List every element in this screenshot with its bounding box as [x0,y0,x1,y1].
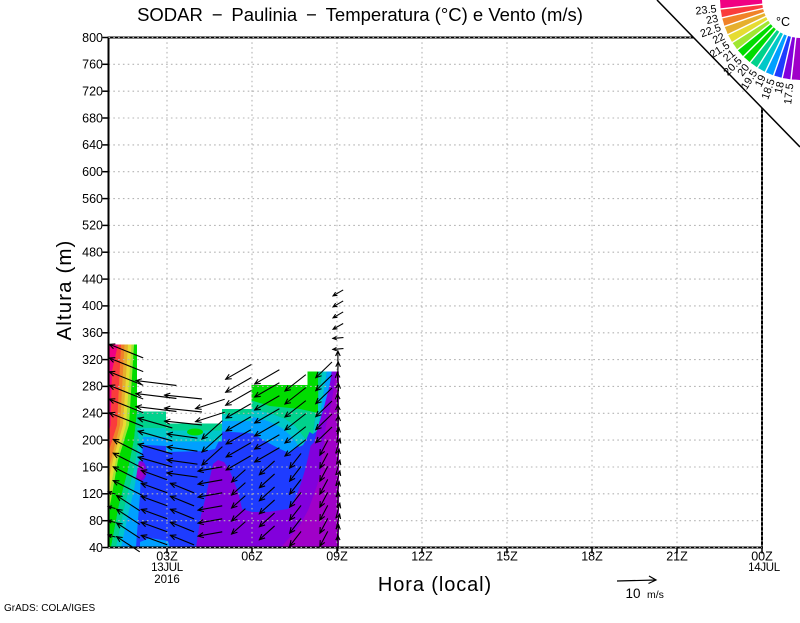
svg-text:640: 640 [82,138,103,152]
svg-text:°C: °C [776,15,790,29]
svg-text:240: 240 [82,407,103,421]
svg-text:m/s: m/s [647,589,664,601]
svg-text:200: 200 [82,433,103,447]
svg-text:SODAR − Paulinia − Tempera: SODAR − Paulinia − Temperatura (°C) e Ve… [137,4,583,25]
svg-text:00Z: 00Z [751,550,773,564]
svg-text:06Z: 06Z [241,550,263,564]
svg-text:720: 720 [82,85,103,99]
svg-text:680: 680 [82,111,103,125]
svg-text:23.5: 23.5 [695,3,717,17]
svg-text:Altura (m): Altura (m) [53,240,76,341]
svg-text:14JUL: 14JUL [748,562,781,574]
svg-text:600: 600 [82,165,103,179]
svg-text:13JUL: 13JUL [151,562,184,574]
svg-text:760: 760 [82,58,103,72]
svg-text:360: 360 [82,326,103,340]
svg-text:21Z: 21Z [666,550,688,564]
svg-text:12Z: 12Z [411,550,433,564]
svg-text:GrADS: COLA/IGES: GrADS: COLA/IGES [4,603,95,614]
svg-text:09Z: 09Z [326,550,348,564]
svg-text:320: 320 [82,353,103,367]
svg-text:400: 400 [82,299,103,313]
svg-text:280: 280 [82,380,103,394]
svg-text:520: 520 [82,219,103,233]
svg-text:800: 800 [82,31,103,45]
svg-text:40: 40 [89,541,103,555]
svg-text:17.5: 17.5 [782,83,796,105]
svg-text:15Z: 15Z [496,550,518,564]
svg-text:22: 22 [711,31,727,47]
svg-text:160: 160 [82,460,103,474]
svg-text:21: 21 [721,48,738,65]
svg-text:440: 440 [82,272,103,286]
svg-text:23: 23 [705,13,719,27]
svg-text:10: 10 [625,586,640,601]
svg-text:480: 480 [82,246,103,260]
svg-text:560: 560 [82,192,103,206]
svg-text:18: 18 [773,81,787,95]
svg-text:80: 80 [89,514,103,528]
svg-text:19: 19 [753,73,769,89]
svg-text:2016: 2016 [154,574,180,586]
svg-text:20: 20 [735,62,752,79]
svg-text:03Z: 03Z [156,550,178,564]
svg-text:Hora (local): Hora (local) [378,574,492,596]
svg-text:18Z: 18Z [581,550,603,564]
svg-text:120: 120 [82,487,103,501]
